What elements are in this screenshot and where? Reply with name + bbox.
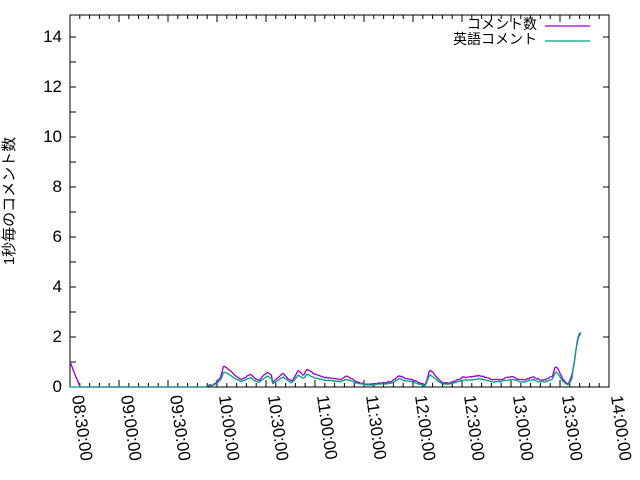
svg-text:コメント数: コメント数 <box>467 16 537 32</box>
svg-text:10: 10 <box>43 127 62 146</box>
svg-text:4: 4 <box>53 277 62 296</box>
svg-text:14: 14 <box>43 27 62 46</box>
svg-text:英語コメント: 英語コメント <box>453 31 537 47</box>
svg-text:0: 0 <box>53 377 62 396</box>
svg-text:6: 6 <box>53 227 62 246</box>
svg-text:1秒毎のコメント数: 1秒毎のコメント数 <box>1 137 18 265</box>
svg-text:12: 12 <box>43 77 62 96</box>
svg-text:8: 8 <box>53 177 62 196</box>
svg-text:2: 2 <box>53 327 62 346</box>
